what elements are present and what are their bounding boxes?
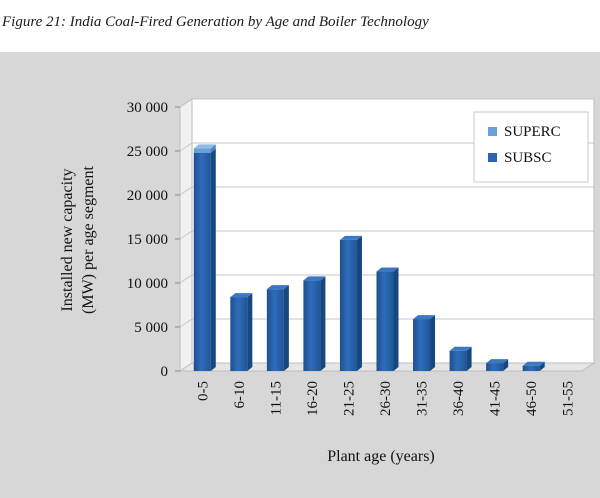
x-tick-label-26-30: 26-30	[378, 381, 394, 416]
bar-subsc-0-5	[193, 152, 211, 371]
bar-subsc-top-16-20	[303, 276, 326, 281]
x-tick-label-11-15: 11-15	[268, 381, 284, 415]
x-tick-label-46-50: 46-50	[524, 381, 540, 416]
bar-subsc-top-31-35	[413, 315, 436, 320]
x-tick-label-31-35: 31-35	[415, 381, 431, 416]
gridline	[179, 142, 594, 152]
bar-subsc-side-16-20	[320, 276, 326, 371]
x-axis-ticks: 0-5 6-10 11-15 16-20 21-25 26-30 31-35 36-40 41-…	[195, 381, 576, 416]
bar-subsc-6-10	[230, 297, 248, 371]
y-tick-label: 30 000	[127, 100, 168, 116]
bar-subsc-top-26-30	[376, 267, 399, 272]
bar-subsc-top-46-50	[522, 361, 545, 366]
bar-subsc-top-11-15	[266, 285, 289, 290]
y-tick-label: 10 000	[127, 276, 168, 292]
bars	[193, 144, 545, 371]
bar-subsc-top-6-10	[230, 293, 253, 298]
gridline	[179, 186, 594, 196]
x-axis-label: Plant age (years)	[327, 448, 435, 465]
bar-subsc-side-0-5	[210, 148, 216, 371]
bar-superc-top-0-5	[193, 144, 216, 149]
bar-subsc-41-45	[486, 363, 504, 371]
bar-subsc-top-21-25	[339, 235, 362, 240]
bar-subsc-side-6-10	[247, 293, 253, 371]
x-tick-label-16-20: 16-20	[305, 381, 321, 416]
y-tick-label: 15 000	[127, 232, 168, 248]
y-tick-label: 0	[161, 364, 169, 380]
legend-swatch-superc	[488, 127, 497, 136]
bar-subsc-top-41-45	[486, 359, 509, 364]
y-axis-label-line-2: (MW) per age segment	[80, 165, 97, 313]
legend: SUPERC SUBSC	[473, 111, 589, 183]
bar-subsc-side-11-15	[283, 285, 289, 371]
legend-label-superc: SUPERC	[504, 124, 561, 140]
gridline	[179, 98, 594, 108]
bar-subsc-side-41-45	[503, 359, 509, 371]
bar-subsc-26-30	[376, 271, 394, 371]
bar-subsc-top-36-40	[449, 346, 472, 351]
legend-box	[473, 111, 589, 183]
bar-subsc-side-36-40	[466, 346, 472, 371]
x-tick-label-21-25: 21-25	[341, 381, 357, 416]
bar-subsc-11-15	[266, 289, 284, 371]
x-tick-label-6-10: 6-10	[232, 381, 248, 409]
y-axis-label: Installed new capacity	[59, 168, 76, 311]
bar-subsc-36-40	[449, 350, 467, 371]
bar-subsc-46-50	[522, 365, 540, 371]
bar-subsc-side-26-30	[393, 267, 399, 371]
gridline	[179, 274, 594, 284]
gridline	[179, 318, 594, 328]
figure-caption: Figure 21: India Coal-Fired Generation b…	[2, 14, 429, 30]
y-tick-label: 5 000	[134, 320, 168, 336]
bar-superc-0-5	[193, 148, 211, 153]
x-tick-label-51-55: 51-55	[561, 381, 577, 416]
y-tick-label: 20 000	[127, 188, 168, 204]
y-axis-label-2: (MW) per age segment	[80, 165, 97, 313]
legend-swatch-subsc	[488, 153, 497, 162]
bar-subsc-21-25	[339, 239, 357, 371]
bar-subsc-16-20	[303, 280, 321, 371]
bar-subsc-side-31-35	[430, 315, 436, 371]
y-axis-label-line-1: Installed new capacity	[59, 168, 76, 311]
bar-subsc-31-35	[413, 319, 431, 371]
bar-superc-side-0-5	[210, 144, 216, 153]
y-tick-label: 25 000	[127, 144, 168, 160]
x-tick-label-36-40: 36-40	[451, 381, 467, 416]
bar-subsc-side-46-50	[539, 361, 545, 371]
gridline	[179, 230, 594, 240]
bar-subsc-side-21-25	[356, 235, 362, 371]
y-axis-ticks: 0 5 000 10 000 15 000 20 000 25 000 30 000	[127, 100, 180, 380]
x-tick-label-41-45: 41-45	[488, 381, 504, 416]
legend-label-subsc: SUBSC	[504, 150, 552, 166]
x-tick-label-0-5: 0-5	[195, 381, 211, 401]
